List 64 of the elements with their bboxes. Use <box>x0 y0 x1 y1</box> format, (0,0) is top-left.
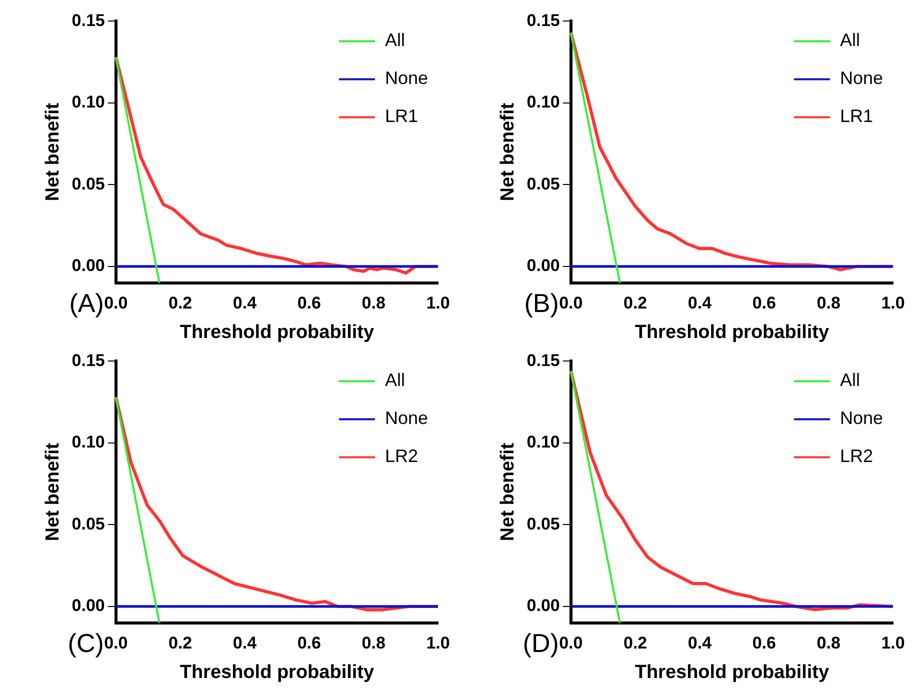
x-tick-label: 1.0 <box>426 294 450 313</box>
y-tick-label: 0.00 <box>526 596 560 616</box>
x-tick-label: 0.2 <box>623 294 648 313</box>
legend-label: All <box>840 370 860 390</box>
x-tick-label: 0.8 <box>362 294 386 313</box>
legend-label: None <box>384 68 428 88</box>
x-tick-label: 0.8 <box>816 634 840 653</box>
x-tick-label: 0.0 <box>559 294 583 313</box>
x-axis-title: Threshold probability <box>180 322 374 343</box>
x-axis-title: Threshold probability <box>634 662 830 683</box>
y-tick-label: 0.00 <box>72 596 105 616</box>
y-tick-label: 0.15 <box>72 350 105 370</box>
x-tick-label: 0.2 <box>168 294 192 313</box>
y-tick-label: 0.15 <box>526 350 560 370</box>
legend-label: All <box>384 370 405 390</box>
legend-label: LR2 <box>840 446 873 466</box>
x-tick-label: 0.6 <box>752 294 776 313</box>
x-tick-label: 0.6 <box>297 294 321 313</box>
x-tick-label: 0.4 <box>688 634 712 653</box>
x-tick-label: 1.0 <box>881 634 905 653</box>
y-tick-label: 0.10 <box>526 92 560 112</box>
y-tick-label: 0.00 <box>72 256 105 276</box>
y-tick-label: 0.05 <box>526 174 560 194</box>
text: (D) <box>522 628 559 658</box>
x-tick-label: 0.0 <box>559 634 583 653</box>
y-axis-title: Net benefit <box>42 102 64 202</box>
y-tick-label: 0.10 <box>526 432 560 452</box>
text: (B) <box>524 288 559 318</box>
text: (A) <box>69 288 104 318</box>
legend-label: None <box>840 408 883 428</box>
x-axis-title: Threshold probability <box>634 322 830 343</box>
legend-label: None <box>840 68 883 88</box>
y-tick-label: 0.15 <box>526 10 560 30</box>
x-tick-label: 0.4 <box>232 294 258 313</box>
x-tick-label: 0.8 <box>362 634 386 653</box>
legend-label: LR2 <box>384 446 418 466</box>
x-tick-label: 0.6 <box>297 634 321 653</box>
text: (C) <box>68 628 104 658</box>
legend-label: All <box>840 30 860 50</box>
y-axis-title: Net benefit <box>498 102 519 202</box>
y-tick-label: 0.05 <box>72 174 105 194</box>
y-tick-label: 0.00 <box>526 256 560 276</box>
legend-label: All <box>384 30 405 50</box>
y-tick-label: 0.05 <box>72 514 105 534</box>
y-tick-label: 0.10 <box>72 92 105 112</box>
legend-label: LR1 <box>384 106 418 126</box>
x-tick-label: 0.4 <box>232 634 258 653</box>
y-tick-label: 0.05 <box>526 514 560 534</box>
x-axis-title: Threshold probability <box>180 662 374 683</box>
x-tick-label: 0.0 <box>104 634 128 653</box>
x-tick-label: 0.8 <box>816 294 840 313</box>
x-tick-label: 1.0 <box>881 294 905 313</box>
x-tick-label: 0.2 <box>168 634 192 653</box>
x-tick-label: 0.6 <box>752 634 776 653</box>
y-axis-title: Net benefit <box>42 442 64 542</box>
x-tick-label: 1.0 <box>426 634 450 653</box>
legend-label: None <box>384 408 428 428</box>
y-tick-label: 0.10 <box>72 432 105 452</box>
y-tick-label: 0.15 <box>72 10 105 30</box>
x-tick-label: 0.2 <box>623 634 648 653</box>
x-tick-label: 0.4 <box>688 294 712 313</box>
x-tick-label: 0.0 <box>104 294 128 313</box>
y-axis-title: Net benefit <box>498 442 519 542</box>
legend-label: LR1 <box>840 106 873 126</box>
